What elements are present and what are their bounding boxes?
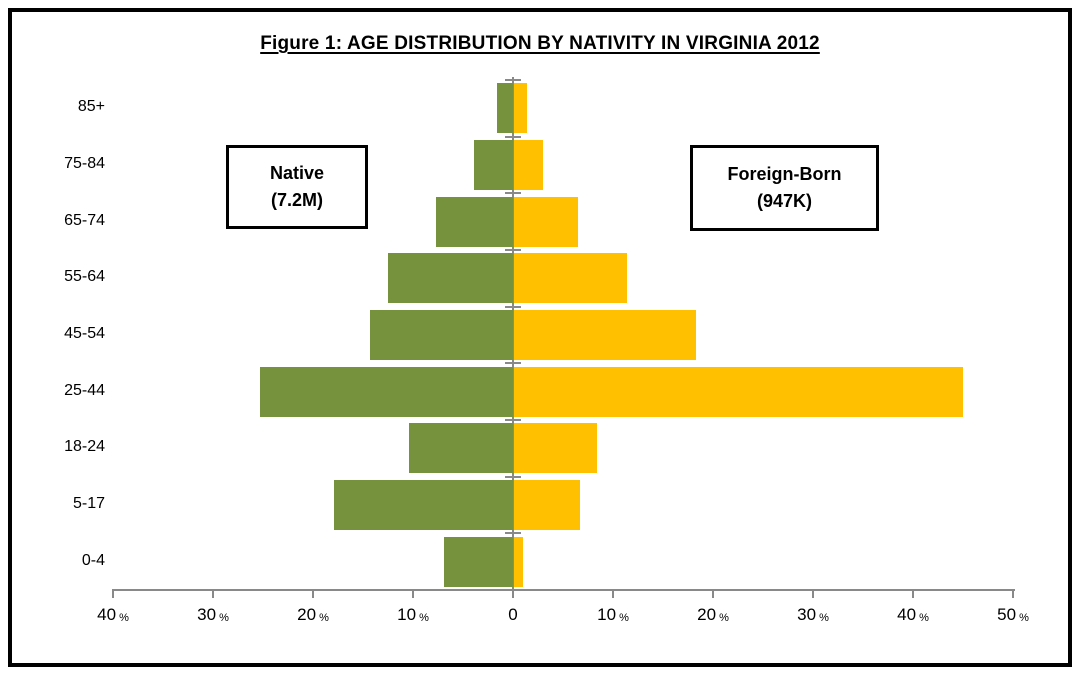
foreign-born-bar xyxy=(514,480,580,530)
foreign-born-bar xyxy=(514,196,578,247)
x-tick-label: 30% xyxy=(197,605,229,624)
native-label-box: Native (7.2M) xyxy=(226,145,368,229)
percent-sign: % xyxy=(419,612,429,624)
foreign-born-bar xyxy=(514,253,627,304)
native-bar xyxy=(497,83,513,134)
native-bar xyxy=(436,196,513,247)
percent-sign: % xyxy=(1019,612,1029,624)
x-tick-label: 10% xyxy=(597,605,629,624)
x-axis-line xyxy=(113,589,1015,591)
x-tick-label: 40% xyxy=(97,605,129,624)
native-bar xyxy=(444,536,513,587)
x-tick-label: 20% xyxy=(697,605,729,624)
foreign-born-bar xyxy=(514,366,963,417)
age-label: 65-74 xyxy=(64,212,105,229)
foreign-born-bar xyxy=(514,310,696,360)
native-bar xyxy=(260,366,513,417)
center-axis-tick xyxy=(505,419,521,421)
age-label: 75-84 xyxy=(64,155,105,172)
native-total: (7.2M) xyxy=(270,190,323,210)
native-bar xyxy=(409,423,513,474)
x-tick-label: 0 xyxy=(508,605,518,624)
percent-sign: % xyxy=(219,612,229,624)
x-axis-tick xyxy=(1012,589,1014,598)
x-tick-label: 40% xyxy=(897,605,929,624)
x-axis-tick xyxy=(812,589,814,598)
x-tick-label: 30% xyxy=(797,605,829,624)
x-axis-tick xyxy=(112,589,114,598)
percent-sign: % xyxy=(919,612,929,624)
x-tick-label: 50% xyxy=(997,605,1029,624)
foreign-born-bar xyxy=(514,536,523,587)
center-axis-tick xyxy=(505,192,521,194)
age-label: 0-4 xyxy=(81,552,105,569)
age-label: 55-64 xyxy=(64,268,105,285)
x-axis-tick xyxy=(312,589,314,598)
center-axis-tick xyxy=(505,532,521,534)
x-axis-tick xyxy=(912,589,914,598)
foreign-born-bar xyxy=(514,140,543,190)
native-bar xyxy=(370,310,513,360)
percent-sign: % xyxy=(719,612,729,624)
foreign-born-bar xyxy=(514,83,527,134)
center-axis-tick xyxy=(505,79,521,81)
native-bar xyxy=(388,253,513,304)
native-bar xyxy=(334,480,513,530)
age-label: 18-24 xyxy=(64,438,105,455)
percent-sign: % xyxy=(319,612,329,624)
native-label: Native xyxy=(269,163,325,183)
center-axis-tick xyxy=(505,476,521,478)
age-label: 5-17 xyxy=(72,495,105,512)
x-axis-tick xyxy=(512,589,514,598)
age-label: 45-54 xyxy=(64,325,105,342)
x-tick-label: 10% xyxy=(397,605,429,624)
chart-title: Figure 1: AGE DISTRIBUTION BY NATIVITY I… xyxy=(260,33,820,54)
x-axis-tick xyxy=(712,589,714,598)
x-axis-tick xyxy=(212,589,214,598)
native-bar xyxy=(474,140,513,190)
foreign-born-label: Foreign-Born xyxy=(727,164,842,184)
percent-sign: % xyxy=(119,612,129,624)
center-axis-line xyxy=(512,77,514,597)
x-axis-tick xyxy=(412,589,414,598)
x-tick-label: 20% xyxy=(297,605,329,624)
foreign-born-label-box: Foreign-Born (947K) xyxy=(690,145,879,231)
age-label: 25-44 xyxy=(64,382,105,399)
percent-sign: % xyxy=(619,612,629,624)
age-label: 85+ xyxy=(77,98,105,115)
foreign-born-bar xyxy=(514,423,597,474)
x-axis-tick xyxy=(612,589,614,598)
foreign-born-total: (947K) xyxy=(756,191,813,211)
center-axis-tick xyxy=(505,362,521,364)
percent-sign: % xyxy=(819,612,829,624)
center-axis-tick xyxy=(505,306,521,308)
center-axis-tick xyxy=(505,136,521,138)
center-axis-tick xyxy=(505,249,521,251)
